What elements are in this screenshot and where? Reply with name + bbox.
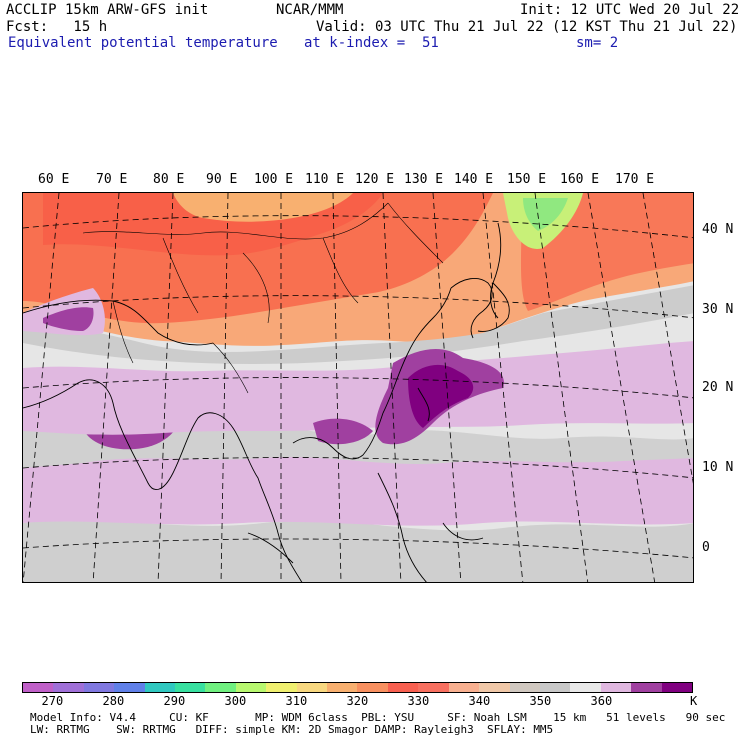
lat-label: 0: [702, 540, 710, 555]
subtropical-grey: [23, 285, 693, 364]
colorbar-swatch: [387, 683, 419, 692]
lat-label: 10 N: [702, 460, 734, 475]
model-info-line2: LW: RRTMG SW: RRTMG DIFF: simple KM: 2D …: [30, 723, 554, 736]
lat-label: 20 N: [702, 380, 734, 395]
indochina-moist: [313, 418, 373, 445]
colorbar-tick-label: 280: [102, 694, 125, 708]
colorbar-swatch: [235, 683, 267, 692]
init-time: Init: 12 UTC Wed 20 Jul 22: [520, 2, 740, 18]
colorbar-tick-label: 320: [346, 694, 369, 708]
equatorial-moist: [23, 456, 693, 526]
valid-time: Valid: 03 UTC Thu 21 Jul 22 (12 KST Thu …: [316, 19, 738, 35]
colorbar-tick-label: 360: [590, 694, 613, 708]
colorbar-swatch: [448, 683, 480, 692]
lon-label: 150 E: [507, 172, 547, 187]
lon-label: 160 E: [560, 172, 600, 187]
colorbar-swatch: [418, 683, 449, 692]
grey-band-south: [23, 520, 693, 582]
colorbar-swatch: [539, 683, 571, 692]
colorbar-tick-label: 300: [224, 694, 247, 708]
lat-label: 40 N: [702, 222, 734, 237]
colorbar-swatch: [509, 683, 540, 692]
theta-e-map: [22, 192, 694, 583]
lon-label: 170 E: [615, 172, 655, 187]
field-name: Equivalent potential temperature: [8, 35, 278, 51]
lon-label: 70 E: [96, 172, 128, 187]
colorbar-swatch: [83, 683, 115, 692]
tropical-moist: [23, 341, 693, 435]
colorbar-swatch: [144, 683, 176, 692]
colorbar-swatch: [661, 683, 692, 692]
colorbar-swatch: [357, 683, 388, 692]
colorbar-swatch: [205, 683, 236, 692]
colorbar-swatch: [266, 683, 297, 692]
colorbar-swatch: [23, 683, 54, 692]
smoothing: sm= 2: [576, 35, 619, 51]
colorbar-swatch: [53, 683, 84, 692]
lon-label: 80 E: [153, 172, 185, 187]
map-canvas: [23, 193, 693, 582]
colorbar-swatch: [570, 683, 601, 692]
model-title: ACCLIP 15km ARW-GFS init: [6, 2, 209, 18]
colorbar-tick-label: 290: [163, 694, 186, 708]
colorbar-tick-label: 270: [41, 694, 64, 708]
forecast-hour: Fcst: 15 h: [6, 19, 108, 35]
colorbar-tick-label: 310: [285, 694, 308, 708]
model-info-line1: Model Info: V4.4 CU: KF MP: WDM 6class P…: [30, 711, 726, 724]
lon-label: 110 E: [305, 172, 345, 187]
colorbar: [22, 682, 693, 693]
colorbar-tick-label: 340: [468, 694, 491, 708]
mongolia-cooler: [173, 193, 353, 222]
green-core: [523, 198, 568, 231]
coastlines: [23, 222, 510, 582]
lat-label: 30 N: [702, 302, 734, 317]
level-index: at k-index = 51: [304, 35, 439, 51]
lon-label: 140 E: [454, 172, 494, 187]
colorbar-unit: K: [690, 694, 698, 708]
colorbar-swatch: [327, 683, 358, 692]
graticule: [23, 193, 693, 582]
lon-label: 90 E: [206, 172, 238, 187]
colorbar-tick-label: 330: [407, 694, 430, 708]
moist-west-core: [43, 307, 94, 331]
colorbar-swatch: [600, 683, 632, 692]
center-label: NCAR/MMM: [276, 2, 344, 18]
borders: [82, 202, 444, 394]
lon-label: 100 E: [254, 172, 294, 187]
colorbar-swatch: [296, 683, 328, 692]
colorbar-tick-label: 350: [529, 694, 552, 708]
lon-label: 60 E: [38, 172, 70, 187]
colorbar-swatch: [114, 683, 145, 692]
colorbar-swatch: [175, 683, 206, 692]
colorbar-swatch: [479, 683, 510, 692]
colorbar-swatch: [631, 683, 662, 692]
lon-label: 130 E: [404, 172, 444, 187]
lon-label: 120 E: [355, 172, 395, 187]
